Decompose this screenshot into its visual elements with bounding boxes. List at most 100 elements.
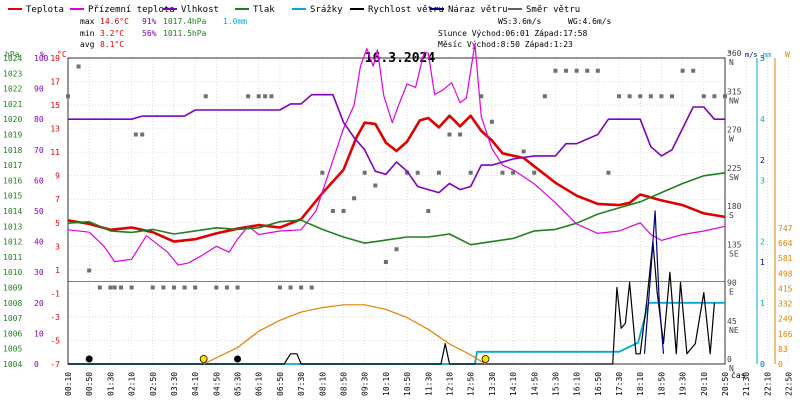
x-tick-label: 14:50 — [530, 372, 539, 396]
wind-dir-point — [288, 285, 293, 290]
wind-dir-point — [659, 94, 664, 99]
hpa-tick-label: 1012 — [3, 238, 22, 247]
legend-label-5: Rychlost větru — [368, 5, 444, 15]
wind-dir-point — [415, 170, 420, 175]
wind-dir-point — [426, 209, 431, 213]
chart-title: 16.3.2024 — [365, 51, 436, 66]
x-tick-label: 00:50 — [85, 372, 94, 396]
wind-dir-point — [458, 132, 463, 137]
x-unit: čas — [731, 370, 746, 380]
grid — [67, 57, 789, 365]
stat-max-label: max — [80, 17, 95, 26]
mm-tick-label: 1 — [760, 299, 765, 308]
x-tick-label: 18:50 — [657, 372, 666, 396]
hpa-tick-label: 1019 — [3, 131, 22, 140]
x-tick-label: 11:30 — [424, 372, 433, 396]
hum-tick-label: 50 — [34, 207, 44, 216]
hpa-tick-label: 1005 — [3, 345, 22, 354]
wind-dir-point — [66, 94, 70, 99]
dir-tick-name: SE — [729, 249, 739, 258]
moon-marker — [234, 355, 242, 363]
x-tick-label: 06:10 — [255, 372, 264, 396]
wind-dir-point — [532, 170, 537, 175]
dir-tick-label: 270 — [727, 126, 742, 135]
sun-tick-label: 581 — [778, 254, 793, 263]
x-tick-label: 18:10 — [636, 372, 645, 396]
sun-tick-label: 664 — [778, 239, 793, 248]
x-tick-label: 03:30 — [170, 372, 179, 396]
x-tick-label: 10:10 — [382, 372, 391, 396]
sun-times-text: Slunce Východ:06:01 Západ:17:58 — [438, 29, 587, 38]
x-tick-label: 12:10 — [445, 372, 454, 396]
wind-dir-point — [511, 170, 516, 175]
sun-tick-label: 0 — [778, 360, 783, 369]
legend-label-4: Srážky — [310, 5, 343, 15]
hum-tick-label: 20 — [34, 299, 44, 308]
dir-tick-label: 225 — [727, 164, 742, 173]
hum-tick-label: 40 — [34, 238, 44, 247]
temp-tick-label: 13 — [50, 125, 60, 134]
wind-dir-point — [299, 285, 304, 290]
legend-label-6: Náraz větru — [448, 5, 508, 15]
wind-dir-point — [670, 94, 675, 99]
x-tick-label: 04:10 — [191, 372, 200, 396]
wind-dir-point — [269, 94, 274, 99]
stat-max-hum: 91% — [142, 17, 157, 26]
x-tick-label: 19:30 — [679, 372, 688, 396]
sun-tick-label: 83 — [778, 345, 788, 354]
ms-tick-label: 1 — [760, 258, 765, 267]
temp-unit: °C — [57, 50, 67, 59]
wind-dir-point — [447, 132, 452, 137]
x-tick-label: 15:30 — [551, 372, 560, 396]
wind-dir-point — [723, 94, 727, 99]
stat-max-press: 1017.4hPa — [163, 17, 207, 26]
wind-dir-point — [405, 170, 410, 175]
x-tick-label: 01:30 — [106, 372, 115, 396]
x-tick-label: 07:30 — [297, 372, 306, 396]
wind-gust-text: WG:4.6m/s — [568, 17, 612, 26]
series-rychlost-v-tru — [68, 241, 715, 365]
sun-tick-label: 332 — [778, 300, 793, 309]
wind-dir-point — [521, 149, 526, 154]
wind-dir-point — [97, 285, 102, 290]
series-slunce — [203, 304, 486, 365]
dir-tick-label: 360 — [727, 49, 742, 58]
series-tlak — [67, 172, 726, 246]
ms-tick-label: 2 — [760, 156, 765, 165]
mm-tick-label: 0 — [760, 360, 765, 369]
wind-dir-point — [500, 170, 505, 175]
wind-dir-point — [564, 68, 569, 73]
wind-dir-point — [606, 170, 611, 175]
sun-tick-label: 249 — [778, 315, 793, 324]
legend: Teplota Přízemní teplota Vlhkost Tlak Srážky… — [8, 5, 580, 15]
wind-dir-point — [129, 285, 134, 290]
hpa-tick-label: 1007 — [3, 314, 22, 323]
wind-dir-point — [489, 119, 494, 124]
wind-dir-point — [309, 285, 314, 290]
series-n-raz-v-tru — [643, 210, 665, 354]
wind-dir-point — [203, 94, 208, 99]
wind-dir-point — [373, 183, 378, 188]
sun-unit: W — [785, 50, 790, 59]
wind-info: WS:3.6m/s WG:4.6m/s Slunce Východ:06:01 … — [438, 17, 612, 49]
dir-tick-label: 90 — [727, 279, 737, 288]
stats-block: max 14.6°C 91% 1017.4hPa 1.0mm min 3.2°C… — [80, 17, 247, 49]
hum-tick-label: 70 — [34, 146, 44, 155]
hpa-tick-label: 1020 — [3, 115, 22, 124]
hpa-tick-label: 1011 — [3, 253, 22, 262]
hpa-tick-label: 1006 — [3, 329, 22, 338]
dir-tick-name: E — [729, 288, 734, 297]
hpa-tick-label: 1022 — [3, 85, 22, 94]
wind-dir-point — [585, 68, 590, 73]
stat-min-temp: 3.2°C — [100, 29, 124, 38]
wind-dir-point — [691, 68, 696, 73]
wind-speed-text: WS:3.6m/s — [498, 17, 542, 26]
x-tick-label: 20:50 — [721, 372, 730, 396]
hpa-tick-label: 1013 — [3, 222, 22, 231]
series-vlhkost — [68, 93, 725, 194]
hum-tick-label: 100 — [34, 54, 49, 63]
x-tick-label: 17:30 — [615, 372, 624, 396]
sun-marker — [199, 355, 208, 363]
x-tick-label: 12:50 — [467, 372, 476, 396]
